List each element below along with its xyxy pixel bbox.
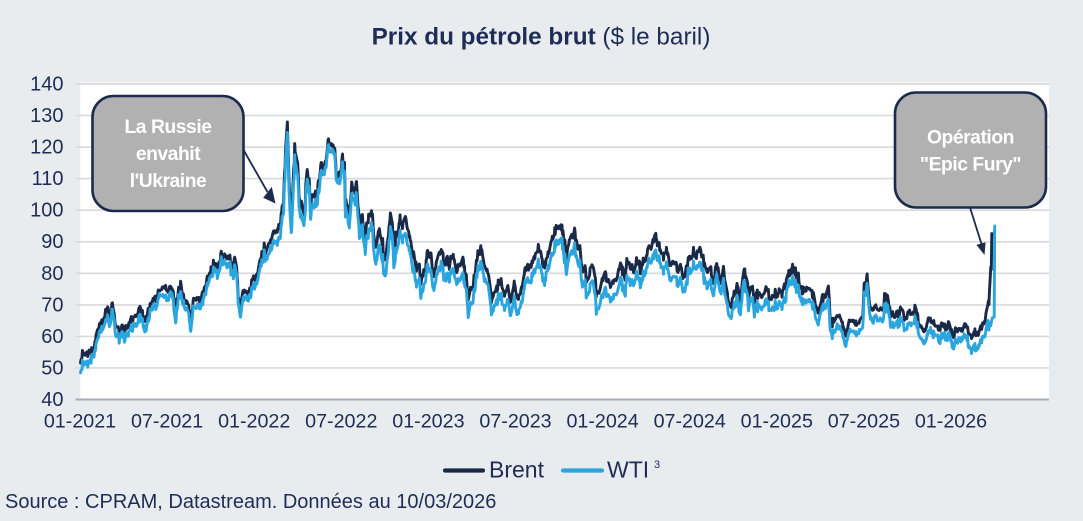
svg-text:140: 140 <box>30 74 63 96</box>
svg-text:3: 3 <box>654 459 660 471</box>
svg-text:La Russie: La Russie <box>124 117 212 138</box>
svg-text:01-2023: 01-2023 <box>392 411 464 433</box>
svg-text:80: 80 <box>41 263 63 285</box>
svg-text:100: 100 <box>30 200 63 222</box>
svg-text:01-2025: 01-2025 <box>741 411 813 433</box>
svg-text:Brent: Brent <box>489 457 545 483</box>
svg-text:01-2022: 01-2022 <box>218 411 290 433</box>
svg-text:120: 120 <box>30 137 63 159</box>
svg-text:Opération: Opération <box>927 128 1014 149</box>
svg-text:WTI: WTI <box>607 457 649 483</box>
svg-text:50: 50 <box>41 357 63 379</box>
svg-text:90: 90 <box>41 231 63 253</box>
svg-text:60: 60 <box>41 326 63 348</box>
svg-text:01-2026: 01-2026 <box>915 411 987 433</box>
svg-text:01-2024: 01-2024 <box>566 411 638 433</box>
svg-text:07-2021: 07-2021 <box>131 411 203 433</box>
svg-text:envahit: envahit <box>136 144 201 165</box>
svg-text:70: 70 <box>41 294 63 316</box>
svg-text:01-2021: 01-2021 <box>44 411 116 433</box>
svg-text:130: 130 <box>30 105 63 127</box>
svg-text:Prix du pétrole brut ($ le bar: Prix du pétrole brut ($ le baril) <box>372 24 711 51</box>
svg-text:110: 110 <box>32 168 64 190</box>
svg-text:40: 40 <box>41 389 63 411</box>
svg-text:07-2022: 07-2022 <box>305 411 377 433</box>
svg-text:Source : CPRAM, Datastream. Do: Source : CPRAM, Datastream. Données au 1… <box>5 491 496 513</box>
svg-text:07-2024: 07-2024 <box>654 411 726 433</box>
svg-text:"Epic Fury": "Epic Fury" <box>920 155 1021 176</box>
svg-text:l'Ukraine: l'Ukraine <box>130 171 207 192</box>
svg-text:07-2023: 07-2023 <box>479 411 551 433</box>
svg-text:07-2025: 07-2025 <box>828 411 900 433</box>
